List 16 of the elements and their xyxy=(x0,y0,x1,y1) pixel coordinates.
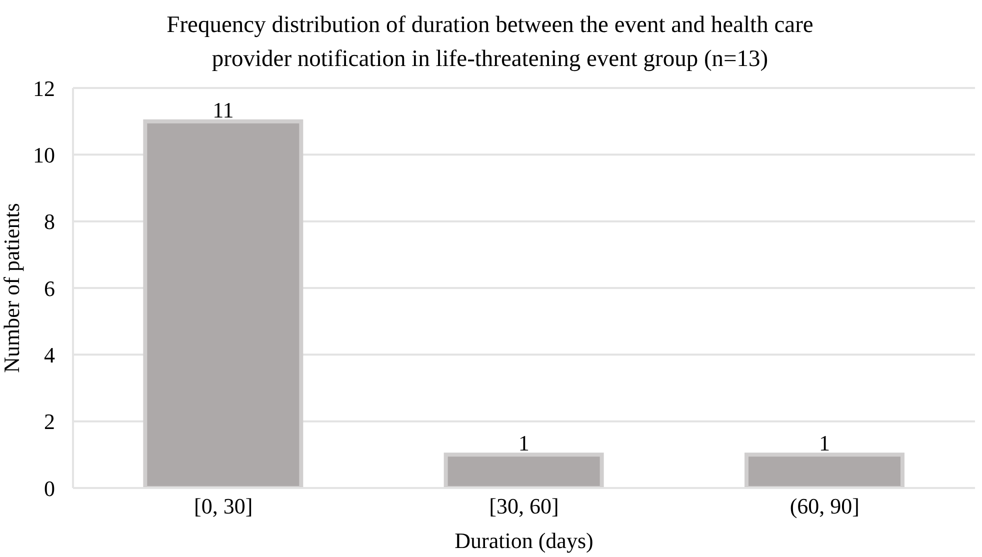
y-tick-label: 6 xyxy=(44,276,55,301)
y-tick-label: 10 xyxy=(33,142,55,168)
y-tick-label: 12 xyxy=(33,76,55,101)
chart-title: Frequency distribution of duration between the event and health care provider notification in life-threatening event group (n=13) xyxy=(166,11,814,74)
data-label: 11 xyxy=(212,97,234,122)
y-axis-title: Number of patients xyxy=(0,203,24,373)
x-tick-label: [30, 60] xyxy=(489,494,559,519)
data-label: 1 xyxy=(818,430,830,456)
x-tick-label: [0, 30] xyxy=(194,494,253,519)
x-axis-title: Duration (days) xyxy=(454,528,594,553)
y-tick-label: 2 xyxy=(44,409,55,434)
data-label: 1 xyxy=(518,430,530,456)
y-tick-label: 8 xyxy=(44,209,55,234)
y-tick-label: 4 xyxy=(44,342,55,368)
x-tick-label: (60, 90] xyxy=(790,494,860,519)
y-tick-label: 0 xyxy=(44,476,55,501)
